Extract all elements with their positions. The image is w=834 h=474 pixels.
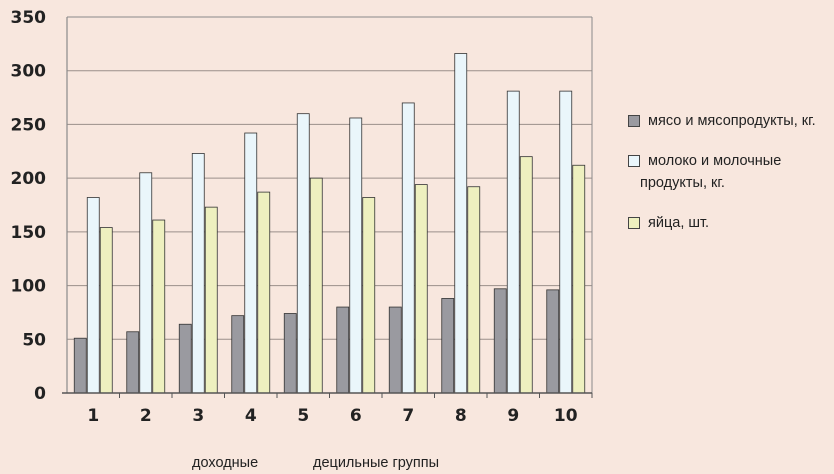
bar-eggs-10	[572, 164, 586, 394]
bar-milk-10	[559, 90, 573, 394]
x-tick-label: 9	[507, 406, 519, 426]
x-tick-label: 2	[140, 406, 152, 426]
y-tick-label: 50	[22, 330, 46, 350]
legend-label-eggs: яйца, шт.	[648, 215, 710, 231]
legend-item-milk: молоко и молочные продукты, кг.	[628, 150, 834, 194]
bar-milk-7	[401, 102, 415, 394]
legend-swatch-milk	[628, 155, 640, 167]
bar-meat-5	[283, 313, 297, 394]
x-tick-label: 6	[350, 406, 362, 426]
bar-eggs-9	[519, 156, 533, 394]
bar-eggs-3	[204, 206, 218, 394]
y-tick-label: 0	[34, 384, 46, 404]
bar-meat-3	[178, 323, 192, 394]
y-tick-label: 350	[11, 8, 47, 28]
legend-label-milk-line1: молоко и молочные	[648, 153, 782, 169]
bar-milk-1	[86, 197, 100, 394]
bar-milk-9	[506, 90, 520, 394]
x-tick-label: 5	[297, 406, 309, 426]
bar-milk-8	[454, 53, 468, 394]
x-tick-labels: 1 2 3 4 5 6 7 8 9 10	[87, 406, 577, 426]
bar-meat-2	[126, 331, 140, 394]
bars	[73, 53, 586, 394]
bar-milk-4	[244, 132, 258, 394]
bar-eggs-4	[257, 191, 271, 394]
legend-swatch-meat	[628, 115, 640, 127]
bar-eggs-5	[309, 177, 323, 394]
x-tick-label: 4	[245, 406, 257, 426]
axes	[62, 16, 593, 398]
x-axis-label-part2: децильные группы	[313, 455, 440, 471]
x-tick-label: 8	[455, 406, 467, 426]
x-tick-label: 10	[554, 406, 578, 426]
bar-milk-3	[191, 153, 205, 394]
bar-eggs-6	[362, 197, 376, 394]
legend: мясо и мясопродукты, кг. молоко и молочн…	[628, 110, 834, 252]
bar-meat-9	[493, 288, 507, 394]
bar-meat-10	[546, 289, 560, 394]
bar-meat-1	[73, 337, 87, 394]
bar-eggs-2	[152, 219, 166, 394]
legend-label-meat: мясо и мясопродукты, кг.	[648, 113, 816, 129]
x-tick-label: 7	[402, 406, 414, 426]
legend-label-milk-line2: продукты, кг.	[640, 175, 725, 191]
bar-eggs-8	[467, 186, 481, 394]
y-tick-label: 200	[11, 169, 47, 189]
bar-eggs-1	[99, 227, 113, 394]
bar-milk-2	[139, 172, 153, 394]
bar-milk-6	[349, 117, 363, 394]
y-tick-label: 100	[11, 277, 47, 297]
y-tick-label: 150	[11, 223, 47, 243]
y-tick-label: 300	[11, 62, 47, 82]
legend-swatch-eggs	[628, 217, 640, 229]
bar-milk-5	[296, 113, 310, 394]
bar-meat-8	[441, 298, 455, 394]
bar-meat-4	[231, 315, 245, 394]
y-tick-label: 250	[11, 115, 47, 135]
y-tick-labels: 0 50 100 150 200 250 300 350	[11, 8, 47, 404]
x-tick-label: 1	[87, 406, 99, 426]
bar-meat-7	[388, 306, 402, 394]
bar-meat-6	[336, 306, 350, 394]
bar-eggs-7	[414, 184, 428, 394]
legend-item-meat: мясо и мясопродукты, кг.	[628, 110, 834, 132]
x-tick-label: 3	[192, 406, 204, 426]
x-axis-label-part1: доходные	[192, 455, 259, 471]
legend-item-eggs: яйца, шт.	[628, 212, 834, 234]
